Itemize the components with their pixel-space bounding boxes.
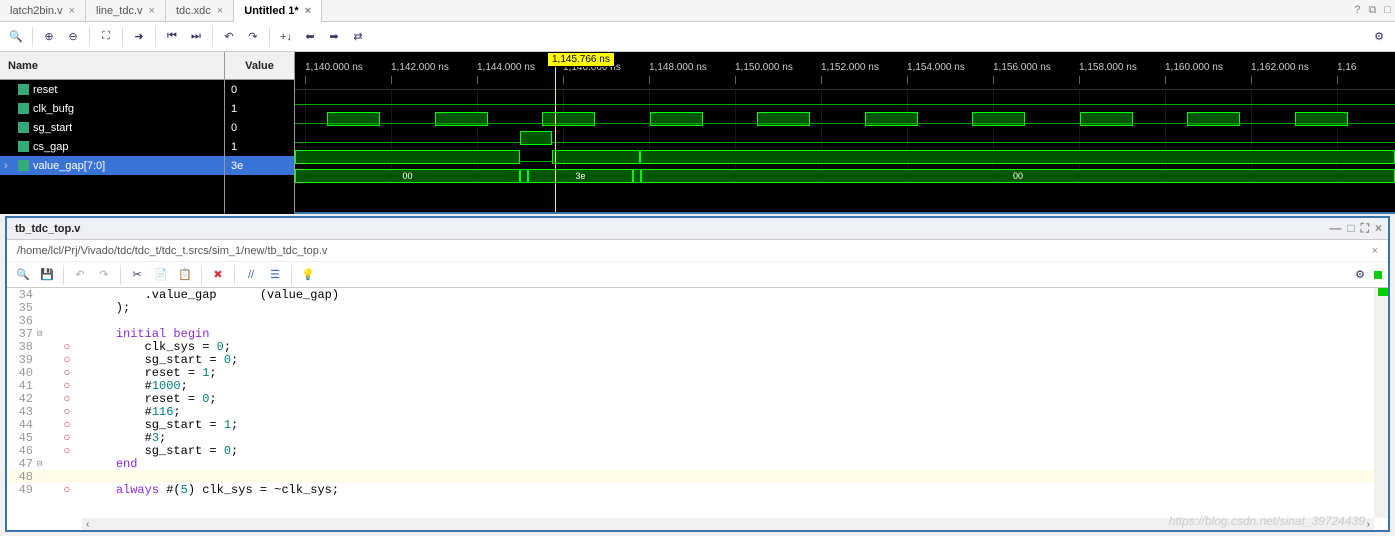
close-icon[interactable]: × (1375, 221, 1382, 236)
maximize-icon[interactable]: ⛶ (1361, 221, 1369, 236)
signal-row[interactable]: reset (0, 80, 224, 99)
save-icon[interactable]: 💾 (37, 265, 57, 285)
code-line[interactable]: 36 (7, 314, 1388, 327)
signal-value: 0 (225, 118, 294, 137)
bulb-icon[interactable]: 💡 (298, 265, 318, 285)
cursor-time-label[interactable]: 1,145.766 ns (547, 52, 615, 67)
code-line[interactable]: 35 ); (7, 301, 1388, 314)
scroll-marker (1378, 288, 1388, 296)
value-header[interactable]: Value (225, 52, 294, 80)
editor-path-bar: /home/lcl/Prj/Vivado/tdc/tdc_t/tdc_t.src… (7, 240, 1388, 262)
add-marker-icon[interactable]: +↓ (276, 27, 296, 47)
code-area[interactable]: 34 .value_gap (value_gap)35 );3637⊟ init… (7, 288, 1388, 518)
watermark: https://blog.csdn.net/sinat_39724439 (1169, 514, 1365, 528)
code-line[interactable]: 42○ reset = 0; (7, 392, 1388, 405)
find-icon[interactable]: 🔍 (13, 265, 33, 285)
code-line[interactable]: 38○ clk_sys = 0; (7, 340, 1388, 353)
tab-latch2bin[interactable]: latch2bin.v× (0, 0, 86, 22)
go-last-icon[interactable]: ⏭ (186, 27, 206, 47)
cut-icon[interactable]: ✂ (127, 265, 147, 285)
zoom-fit-icon[interactable]: ⛶ (96, 27, 116, 47)
signal-name-column: Name resetclk_bufgsg_startcs_gap›value_g… (0, 52, 225, 212)
paste-icon[interactable]: 📋 (175, 265, 195, 285)
settings-icon[interactable]: ⚙ (1369, 27, 1389, 47)
close-icon[interactable]: × (69, 5, 75, 17)
signal-row[interactable]: clk_bufg (0, 99, 224, 118)
zoom-out-icon[interactable]: ⊖ (63, 27, 83, 47)
settings-icon[interactable]: ⚙ (1350, 265, 1370, 285)
code-line[interactable]: 43○ #116; (7, 405, 1388, 418)
file-tabs: latch2bin.v× line_tdc.v× tdc.xdc× Untitl… (0, 0, 1395, 22)
waveform-toolbar: 🔍 ⊕ ⊖ ⛶ ➜ ⏮ ⏭ ↶ ↷ +↓ ⬅ ➡ ⇄ ⚙ (0, 22, 1395, 52)
restore-icon[interactable]: □ (1347, 221, 1354, 236)
code-line[interactable]: 44○ sg_start = 1; (7, 418, 1388, 431)
code-line[interactable]: 46○ sg_start = 0; (7, 444, 1388, 457)
next-marker-icon[interactable]: ➡ (324, 27, 344, 47)
copy-icon[interactable]: 📄 (151, 265, 171, 285)
editor-title-bar: tb_tdc_top.v — □ ⛶ × (7, 218, 1388, 240)
code-line[interactable]: 47⊟ end (7, 457, 1388, 470)
code-editor-panel: tb_tdc_top.v — □ ⛶ × /home/lcl/Prj/Vivad… (5, 216, 1390, 532)
code-line[interactable]: 41○ #1000; (7, 379, 1388, 392)
file-path: /home/lcl/Prj/Vivado/tdc/tdc_t/tdc_t.src… (17, 245, 327, 257)
code-line[interactable]: 34 .value_gap (value_gap) (7, 288, 1388, 301)
signal-value-column: Value 01013e (225, 52, 295, 212)
signal-row[interactable]: cs_gap (0, 137, 224, 156)
redo-icon[interactable]: ↷ (94, 265, 114, 285)
code-line[interactable]: 45○ #3; (7, 431, 1388, 444)
help-icon[interactable]: ? (1354, 4, 1360, 17)
tab-untitled[interactable]: Untitled 1*× (234, 0, 322, 22)
wave-row (295, 109, 1395, 128)
code-line[interactable]: 39○ sg_start = 0; (7, 353, 1388, 366)
time-ruler[interactable]: 1,140.000 ns1,142.000 ns1,144.000 ns1,14… (295, 62, 1395, 90)
status-indicator (1374, 271, 1382, 279)
zoom-in-icon[interactable]: ⊕ (39, 27, 59, 47)
cursor-line[interactable] (555, 65, 556, 212)
format-icon[interactable]: ☰ (265, 265, 285, 285)
vertical-scrollbar[interactable] (1374, 288, 1388, 518)
minimize-icon[interactable]: — (1329, 221, 1341, 236)
wave-row (295, 147, 1395, 166)
close-icon[interactable]: × (305, 5, 311, 17)
wave-row: 003e00 (295, 166, 1395, 185)
next-transition-icon[interactable]: ↷ (243, 27, 263, 47)
swap-icon[interactable]: ⇄ (348, 27, 368, 47)
goto-cursor-icon[interactable]: ➜ (129, 27, 149, 47)
waveform-viewer: Name resetclk_bufgsg_startcs_gap›value_g… (0, 52, 1395, 214)
code-line[interactable]: 49○ always #(5) clk_sys = ~clk_sys; (7, 483, 1388, 496)
editor-filename: tb_tdc_top.v (15, 223, 80, 235)
code-line[interactable]: 48 (7, 470, 1388, 483)
prev-marker-icon[interactable]: ⬅ (300, 27, 320, 47)
signal-value: 1 (225, 137, 294, 156)
tab-tdc-xdc[interactable]: tdc.xdc× (166, 0, 234, 22)
close-path-icon[interactable]: × (1372, 245, 1378, 257)
signal-value: 1 (225, 99, 294, 118)
wave-row (295, 128, 1395, 147)
prev-transition-icon[interactable]: ↶ (219, 27, 239, 47)
waveform-canvas[interactable]: 1,145.766 ns 1,140.000 ns1,142.000 ns1,1… (295, 52, 1395, 212)
code-line[interactable]: 37⊟ initial begin (7, 327, 1388, 340)
delete-icon[interactable]: ✖ (208, 265, 228, 285)
tab-line-tdc[interactable]: line_tdc.v× (86, 0, 166, 22)
code-line[interactable]: 40○ reset = 1; (7, 366, 1388, 379)
close-icon[interactable]: × (149, 5, 155, 17)
signal-row[interactable]: sg_start (0, 118, 224, 137)
go-first-icon[interactable]: ⏮ (162, 27, 182, 47)
signal-row[interactable]: ›value_gap[7:0] (0, 156, 224, 175)
search-icon[interactable]: 🔍 (6, 27, 26, 47)
name-header[interactable]: Name (0, 52, 224, 80)
undo-icon[interactable]: ↶ (70, 265, 90, 285)
restore-icon[interactable]: ⧉ (1368, 4, 1376, 17)
signal-value: 0 (225, 80, 294, 99)
comment-icon[interactable]: // (241, 265, 261, 285)
wave-row (295, 90, 1395, 109)
signal-value: 3e (225, 156, 294, 175)
editor-toolbar: 🔍 💾 ↶ ↷ ✂ 📄 📋 ✖ // ☰ 💡 ⚙ (7, 262, 1388, 288)
close-icon[interactable]: × (217, 5, 223, 17)
maximize-icon[interactable]: □ (1384, 4, 1391, 17)
